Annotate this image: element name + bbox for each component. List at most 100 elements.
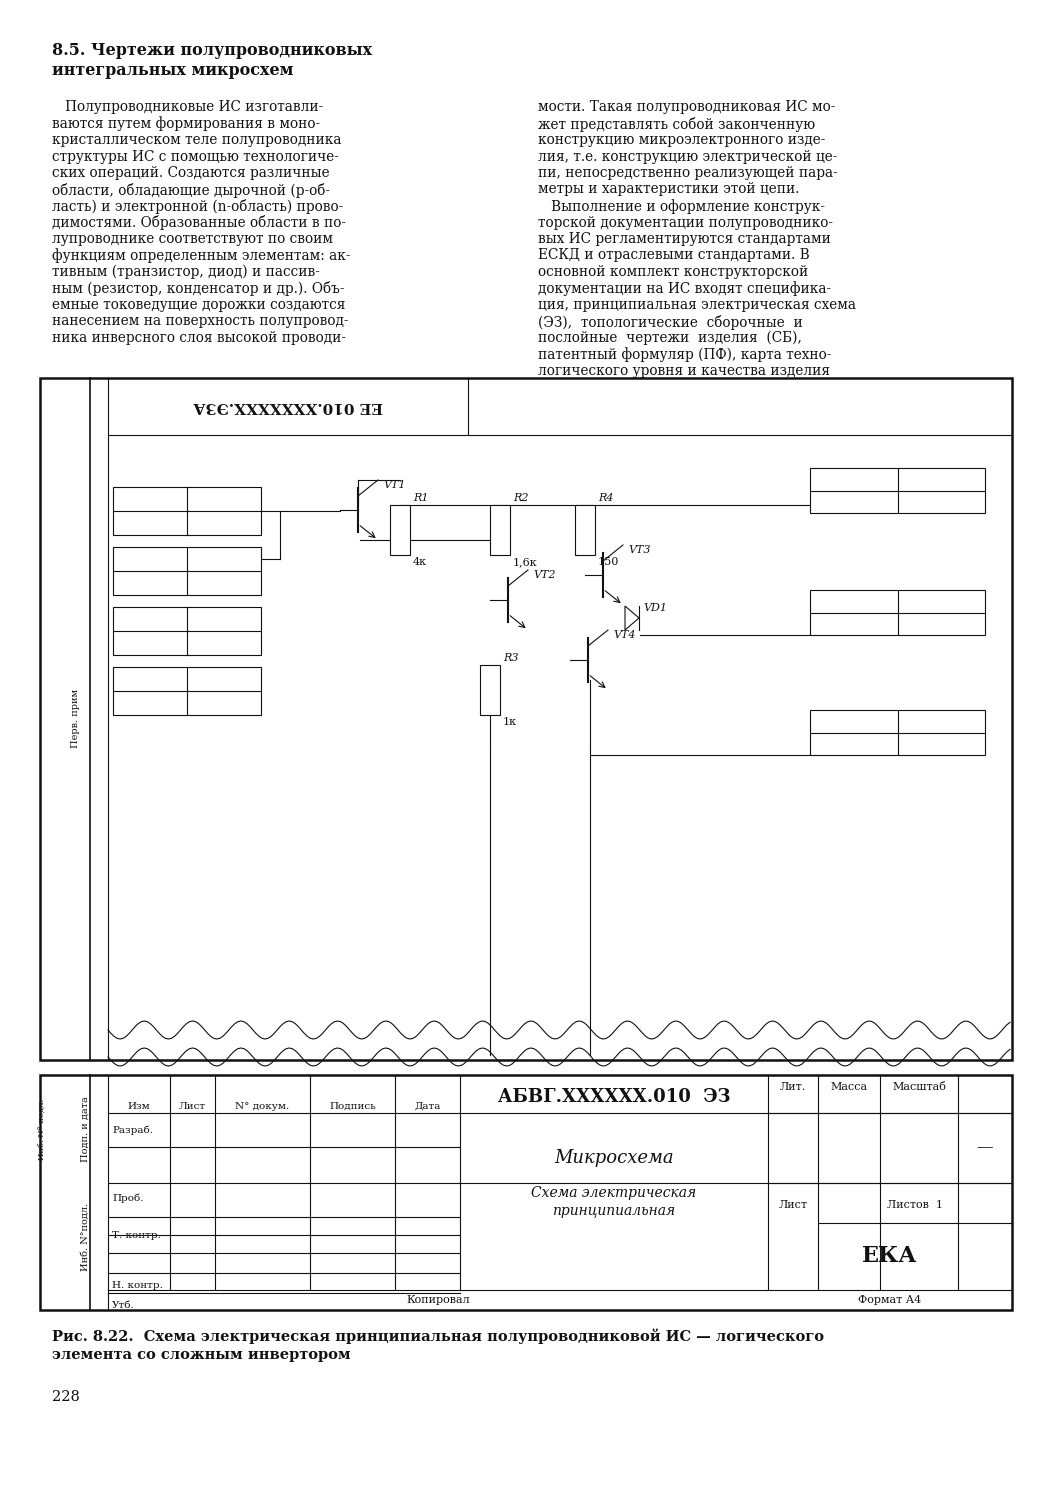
Bar <box>480 664 500 716</box>
Text: области, обладающие дырочной (р-об-: области, обладающие дырочной (р-об- <box>52 183 330 198</box>
Text: 5: 5 <box>220 696 227 709</box>
Text: лия, т.е. конструкцию электрической це-: лия, т.е. конструкцию электрической це- <box>538 150 837 164</box>
Text: ласть) и электронной (n-область) прово-: ласть) и электронной (n-область) прово- <box>52 200 343 214</box>
Text: ЕСКД и отраслевыми стандартами. В: ЕСКД и отраслевыми стандартами. В <box>538 249 810 262</box>
Text: ских операций. Создаются различные: ских операций. Создаются различные <box>52 166 329 180</box>
Text: Контакт: Контакт <box>828 596 879 608</box>
Text: 8.5. Чертежи полупроводниковых: 8.5. Чертежи полупроводниковых <box>52 42 372 58</box>
Text: Выход: Выход <box>922 618 960 630</box>
Text: метры и характеристики этой цепи.: метры и характеристики этой цепи. <box>538 183 800 196</box>
Text: кристаллическом теле полупроводника: кристаллическом теле полупроводника <box>52 134 342 147</box>
Text: Контакт: Контакт <box>198 612 249 626</box>
Text: R2: R2 <box>513 494 528 502</box>
Text: Схема электрическая: Схема электрическая <box>531 1186 696 1200</box>
Text: Контакт: Контакт <box>828 472 879 486</box>
Text: Питание: Питание <box>914 495 969 508</box>
Text: Формат А4: Формат А4 <box>858 1294 922 1305</box>
Text: Разраб.: Разраб. <box>112 1125 153 1134</box>
Bar <box>40 1076 1012 1310</box>
Text: Цепь: Цепь <box>135 672 166 686</box>
Text: лупроводнике соответствуют по своим: лупроводнике соответствуют по своим <box>52 232 333 246</box>
Text: Инб. N°подл.: Инб. N°подл. <box>81 1203 89 1270</box>
Text: Полупроводниковые ИС изготавли-: Полупроводниковые ИС изготавли- <box>52 100 323 114</box>
Text: Контакт: Контакт <box>828 716 879 728</box>
Text: Лист: Лист <box>179 1102 206 1112</box>
Text: Контакт: Контакт <box>198 672 249 686</box>
Text: 1: 1 <box>220 516 227 530</box>
Text: VT2: VT2 <box>533 570 555 580</box>
Text: Рис. 8.22.  Схема электрическая принципиальная полупроводниковой ИС — логическог: Рис. 8.22. Схема электрическая принципиа… <box>52 1328 824 1344</box>
Text: ника инверсного слоя высокой проводи-: ника инверсного слоя высокой проводи- <box>52 332 346 345</box>
Text: жет представлять собой законченную: жет представлять собой законченную <box>538 117 815 132</box>
Text: Инб. N° подл.: Инб. N° подл. <box>38 1098 46 1160</box>
Text: Дата: Дата <box>414 1102 441 1112</box>
Text: 1,6к: 1,6к <box>513 556 538 567</box>
Text: —: — <box>144 636 156 650</box>
Text: Контакт: Контакт <box>198 552 249 566</box>
Text: тивным (транзистор, диод) и пассив-: тивным (транзистор, диод) и пассив- <box>52 266 320 279</box>
Text: VT4: VT4 <box>613 630 635 640</box>
Bar <box>113 608 261 656</box>
Text: Вход: Вход <box>135 576 165 590</box>
Text: Проб.: Проб. <box>112 1194 143 1203</box>
Bar <box>810 468 985 513</box>
Text: функциям определенным элементам: ак-: функциям определенным элементам: ак- <box>52 249 350 264</box>
Text: Лист: Лист <box>778 1200 808 1210</box>
Text: Т. контр.: Т. контр. <box>112 1230 161 1239</box>
Bar <box>490 506 510 555</box>
Text: Лит.: Лит. <box>780 1082 806 1092</box>
Text: Цепь: Цепь <box>135 492 166 506</box>
Text: патентный формуляр (ПФ), карта техно-: патентный формуляр (ПФ), карта техно- <box>538 348 831 363</box>
Text: структуры ИС с помощью технологиче-: структуры ИС с помощью технологиче- <box>52 150 339 164</box>
Text: R1: R1 <box>413 494 428 502</box>
Text: Перв. прим: Перв. прим <box>72 690 81 748</box>
Bar <box>390 506 410 555</box>
Text: элемента со сложным инвертором: элемента со сложным инвертором <box>52 1348 350 1362</box>
Text: VT3: VT3 <box>628 544 650 555</box>
Text: ЕКА: ЕКА <box>863 1245 917 1268</box>
Bar <box>810 590 985 634</box>
Text: —: — <box>976 1140 993 1156</box>
Text: Вход: Вход <box>135 516 165 530</box>
Text: вых ИС регламентируются стандартами: вых ИС регламентируются стандартами <box>538 232 831 246</box>
Text: Листов  1: Листов 1 <box>887 1200 943 1210</box>
Text: конструкцию микроэлектронного изде-: конструкцию микроэлектронного изде- <box>538 134 826 147</box>
Text: Цепь: Цепь <box>926 596 957 608</box>
Text: основной комплект конструкторской: основной комплект конструкторской <box>538 266 808 279</box>
Text: Микросхема: Микросхема <box>554 1149 674 1167</box>
Text: документации на ИС входят специфика-: документации на ИС входят специфика- <box>538 282 831 297</box>
Bar <box>113 488 261 536</box>
Bar <box>113 668 261 716</box>
Text: торской документации полупроводнико-: торской документации полупроводнико- <box>538 216 833 229</box>
Text: N° докум.: N° докум. <box>236 1102 289 1112</box>
Text: ция, принципиальная электрическая схема: ция, принципиальная электрическая схема <box>538 298 856 312</box>
Text: емные токоведущие дорожки создаются: емные токоведущие дорожки создаются <box>52 298 345 312</box>
Text: ЕЕ 010.XXXXXXX.ЭЗА: ЕЕ 010.XXXXXXX.ЭЗА <box>194 399 383 414</box>
Text: мости. Такая полупроводниковая ИС мо-: мости. Такая полупроводниковая ИС мо- <box>538 100 835 114</box>
Text: Масштаб: Масштаб <box>892 1082 946 1092</box>
Bar <box>40 378 1012 1060</box>
Text: Цепь: Цепь <box>135 612 166 626</box>
Text: Общий: Общий <box>919 738 963 750</box>
Text: (ЭЗ),  топологические  сборочные  и: (ЭЗ), топологические сборочные и <box>538 315 803 330</box>
Text: Утб.: Утб. <box>112 1300 135 1310</box>
Text: 150: 150 <box>598 556 620 567</box>
Text: Цепь: Цепь <box>135 552 166 566</box>
Polygon shape <box>625 606 639 630</box>
Text: Подпись: Подпись <box>329 1102 376 1112</box>
Text: Контакт: Контакт <box>198 492 249 506</box>
Text: VT1: VT1 <box>383 480 405 490</box>
Bar <box>810 710 985 754</box>
Text: послойные  чертежи  изделия  (СБ),: послойные чертежи изделия (СБ), <box>538 332 802 345</box>
Text: нанесением на поверхность полупровод-: нанесением на поверхность полупровод- <box>52 315 348 328</box>
Text: пи, непосредственно реализующей пара-: пи, непосредственно реализующей пара- <box>538 166 837 180</box>
Text: 10: 10 <box>217 636 231 650</box>
Text: 8: 8 <box>850 618 857 630</box>
Text: АБВГ.XXXXXX.010  ЭЗ: АБВГ.XXXXXX.010 ЭЗ <box>498 1088 730 1106</box>
Text: ваются путем формирования в моно-: ваются путем формирования в моно- <box>52 117 320 132</box>
Text: Выполнение и оформление конструк-: Выполнение и оформление конструк- <box>538 200 825 214</box>
Text: 2: 2 <box>220 576 227 590</box>
Text: 7: 7 <box>850 738 857 750</box>
Text: Копировал: Копировал <box>406 1294 470 1305</box>
Text: Подп. и дата: Подп. и дата <box>81 1096 89 1162</box>
